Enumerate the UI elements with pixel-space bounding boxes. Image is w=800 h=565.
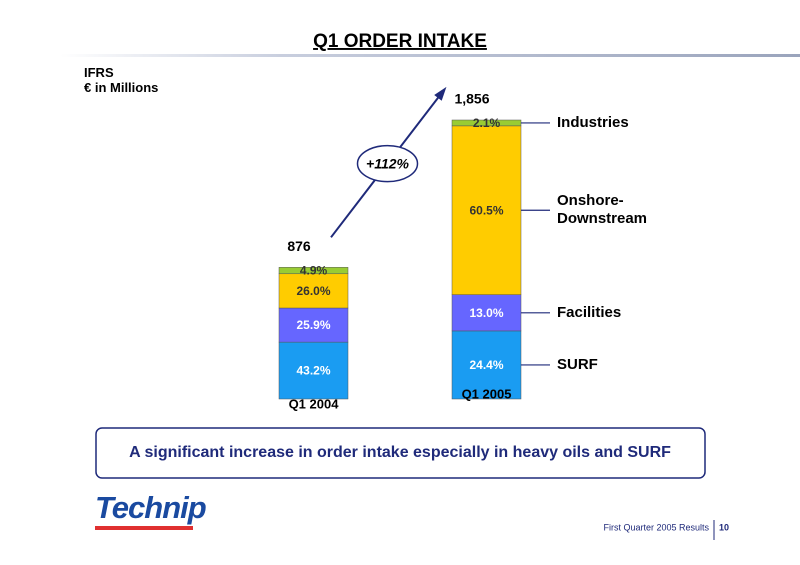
annotation-ellipse	[356, 144, 419, 183]
bar-segment	[278, 341, 349, 400]
note: € in Millions	[84, 80, 159, 95]
footer-caption: First Quarter 2005 Results	[603, 522, 709, 532]
segment-label: 60.5%	[469, 203, 503, 217]
slide-title: Q1 ORDER INTAKE	[313, 31, 487, 52]
segment-label: 43.2%	[296, 364, 330, 378]
x-tick-label: Q1 2005	[462, 386, 512, 401]
legend-label: Onshore-Downstream	[557, 192, 648, 228]
segment-label: 25.9%	[296, 318, 330, 332]
bar-segment	[451, 125, 522, 295]
bar-segment	[278, 273, 349, 309]
bar-segment	[278, 307, 349, 343]
arrow-head	[434, 86, 447, 101]
segment-label: 2.1%	[473, 116, 501, 130]
note: IFRS	[84, 65, 114, 80]
logo-bar	[95, 526, 193, 530]
x-tick-label: Q1 2004	[289, 396, 340, 411]
bar-segment	[451, 330, 522, 400]
legend-label: SURF	[557, 355, 598, 373]
legend-label: Industries	[557, 113, 629, 131]
segment-label: 24.4%	[469, 358, 503, 372]
segment-label: 4.9%	[300, 264, 328, 278]
bar-segment	[451, 294, 522, 332]
logo: Technip	[95, 490, 206, 525]
segment-label: 13.0%	[469, 306, 503, 320]
total-label: 1,856	[454, 91, 489, 107]
header-rule	[60, 54, 800, 57]
annotation: +112%	[366, 155, 409, 171]
total-label: 876	[287, 238, 311, 254]
page-number: 10	[719, 522, 729, 532]
segment-label: 26.0%	[296, 284, 330, 298]
callout-box	[95, 427, 706, 479]
callout-text: A significant increase in order intake e…	[129, 444, 671, 461]
legend-label: Facilities	[557, 303, 622, 321]
bar-segment	[278, 267, 349, 275]
